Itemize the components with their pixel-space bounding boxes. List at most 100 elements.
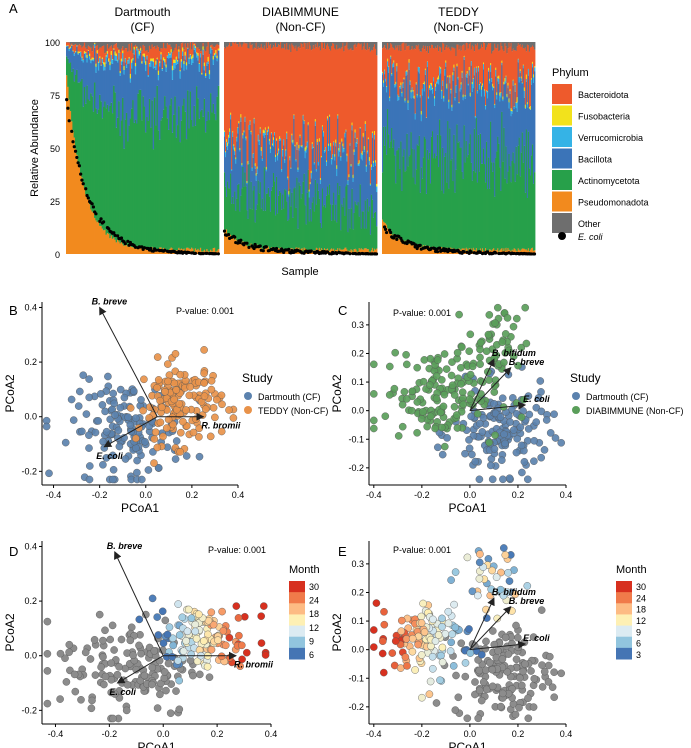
bar-segment-pseudomonadota	[123, 245, 126, 254]
bar-segment-other	[318, 42, 321, 47]
bar-segment-bacteroidota	[119, 51, 122, 72]
data-point	[61, 438, 70, 447]
bar-segment-verrucomicrobia	[166, 56, 169, 58]
bar-segment-other	[414, 42, 417, 50]
bar-segment-bacteroidota	[504, 43, 506, 79]
bar-segment-actinomycetota	[433, 158, 435, 247]
bar-segment-fusobacteria	[515, 101, 518, 103]
bar-segment-fusobacteria	[447, 75, 449, 77]
bar-segment-bacteroidota	[106, 44, 109, 52]
data-point	[488, 566, 496, 575]
bar-segment-pseudomonadota	[517, 248, 520, 254]
bar-segment-bacillota	[262, 135, 265, 211]
bar-segment-bacteroidota	[241, 46, 243, 164]
bar-segment-bacteroidota	[165, 48, 168, 65]
bar-segment-actinomycetota	[486, 141, 488, 252]
data-point	[159, 432, 167, 441]
bar-segment-pseudomonadota	[99, 225, 101, 254]
bar-segment-other	[102, 42, 105, 46]
bar-segment-other	[281, 42, 283, 49]
bar-segment-bacillota	[143, 62, 146, 107]
bar-segment-actinomycetota	[102, 106, 105, 231]
bar-segment-bacillota	[265, 171, 268, 194]
bar-segment-bacillota	[260, 155, 263, 209]
bar-segment-actinomycetota	[310, 221, 313, 251]
bar-segment-bacillota	[351, 130, 353, 189]
bar-segment-bacteroidota	[353, 45, 355, 150]
bar-segment-other	[359, 42, 362, 45]
bar-segment-bacillota	[229, 137, 231, 189]
data-point	[86, 655, 95, 663]
ecoli-point	[86, 196, 90, 200]
bar-segment-bacillota	[257, 141, 260, 181]
bar-segment-fusobacteria	[453, 64, 455, 68]
bar-segment-pseudomonadota	[105, 234, 108, 254]
legend-title: Study	[570, 371, 601, 385]
bar-segment-bacteroidota	[369, 51, 372, 184]
data-point	[236, 662, 244, 671]
bar-segment-bacillota	[81, 61, 83, 79]
bar-segment-bacteroidota	[435, 46, 437, 84]
bar-segment-pseudomonadota	[91, 211, 94, 254]
bar-segment-fusobacteria	[301, 145, 303, 147]
bar-segment-verrucomicrobia	[190, 59, 193, 65]
bar-segment-bacteroidota	[156, 45, 159, 58]
bar-segment-actinomycetota	[104, 101, 106, 230]
bar-segment-bacteroidota	[479, 48, 482, 83]
bar-segment-verrucomicrobia	[451, 107, 453, 111]
bar-segment-verrucomicrobia	[96, 53, 99, 54]
bar-segment-pseudomonadota	[382, 219, 384, 254]
bar-segment-other	[457, 42, 459, 45]
bar-segment-pseudomonadota	[389, 231, 391, 254]
data-point	[473, 409, 482, 418]
bar-segment-other	[136, 42, 138, 47]
bar-segment-other	[166, 42, 169, 44]
data-point	[114, 426, 123, 435]
data-point	[179, 647, 188, 656]
bar-segment-other	[100, 42, 103, 48]
bar-segment-actinomycetota	[496, 151, 498, 251]
bar-segment-verrucomicrobia	[350, 165, 352, 167]
bar-segment-pseudomonadota	[237, 241, 239, 254]
data-point	[132, 444, 140, 452]
bar-segment-fusobacteria	[508, 98, 510, 103]
bar-segment-actinomycetota	[270, 190, 273, 248]
bar-segment-actinomycetota	[528, 168, 531, 252]
bar-segment-bacteroidota	[245, 43, 247, 137]
bar-segment-bacillota	[190, 64, 193, 120]
bar-segment-bacillota	[268, 144, 271, 197]
bar-segment-bacteroidota	[216, 43, 219, 56]
bar-segment-verrucomicrobia	[122, 53, 124, 62]
data-point	[438, 450, 447, 459]
bar-segment-fusobacteria	[198, 63, 201, 64]
bar-segment-other	[508, 42, 510, 43]
bar-segment-bacteroidota	[390, 43, 392, 56]
bar-segment-verrucomicrobia	[146, 56, 148, 60]
bar-segment-bacteroidota	[347, 48, 349, 180]
bar-segment-pseudomonadota	[97, 221, 100, 254]
bar-segment-fusobacteria	[528, 107, 531, 109]
arrow-label: B. bifidum	[492, 348, 536, 358]
bar-segment-bacillota	[333, 145, 335, 193]
bar-segment-verrucomicrobia	[280, 138, 282, 141]
bar-segment-actinomycetota	[183, 98, 185, 249]
bar-segment-actinomycetota	[472, 170, 475, 248]
bar-segment-other	[150, 42, 152, 49]
data-point	[557, 669, 566, 678]
bar-segment-bacteroidota	[235, 42, 237, 158]
bar-segment-fusobacteria	[413, 95, 416, 99]
bar-segment-verrucomicrobia	[302, 115, 304, 120]
pvalue-text: P-value: 0.001	[393, 308, 451, 318]
bar-segment-bacillota	[446, 89, 448, 183]
bar-segment-bacteroidota	[307, 49, 310, 123]
bar-segment-bacteroidota	[261, 47, 264, 159]
bar-segment-bacillota	[80, 56, 82, 82]
bar-segment-fusobacteria	[92, 57, 95, 60]
bar-segment-pseudomonadota	[385, 223, 387, 254]
bar-segment-bacteroidota	[348, 50, 350, 175]
bar-segment-other	[504, 42, 506, 44]
ecoli-point	[395, 237, 399, 241]
bar-segment-actinomycetota	[86, 85, 89, 198]
bar-segment-bacteroidota	[276, 47, 278, 139]
ecoli-point	[239, 238, 243, 242]
